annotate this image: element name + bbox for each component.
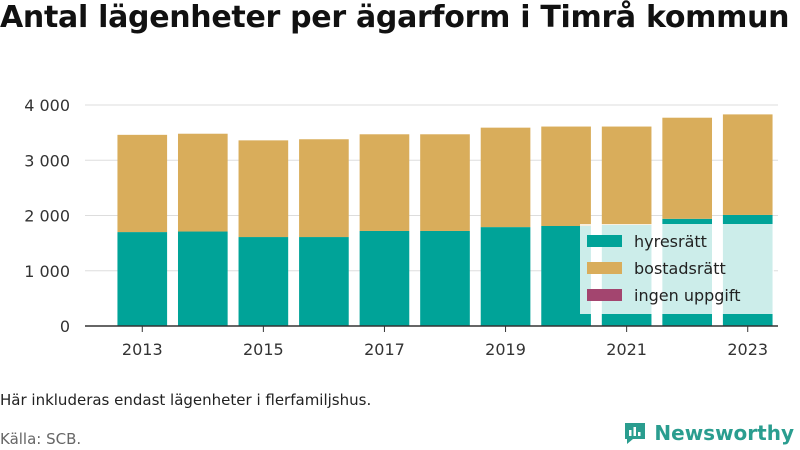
x-tick-label: 2021 [606, 340, 647, 359]
y-tick-label: 3 000 [24, 151, 70, 170]
bar-segment [662, 117, 713, 219]
bar-segment [420, 230, 470, 326]
x-tick-label: 2013 [122, 340, 163, 359]
chart-note: Här inkluderas endast lägenheter i flerf… [0, 391, 372, 409]
chart-title: Antal lägenheter per ägarform i Timrå ko… [0, 0, 790, 35]
bar-segment [177, 133, 228, 232]
y-tick-label: 2 000 [24, 207, 70, 226]
x-tick-label: 2017 [364, 340, 405, 359]
legend: hyresrätt bostadsrätt ingen uppgift [580, 224, 774, 314]
x-axis-labels: 2013 2015 2017 2019 2021 2023 [122, 326, 768, 359]
bar-segment [541, 126, 591, 226]
bar-segment [359, 134, 410, 231]
bar-segment [299, 139, 349, 238]
bar-segment [117, 232, 168, 326]
y-tick-label: 1 000 [24, 262, 70, 281]
x-tick-label: 2015 [243, 340, 284, 359]
chart-source: Källa: SCB. [0, 430, 82, 448]
brand-logo: Newsworthy [622, 420, 794, 446]
legend-swatch [587, 235, 622, 247]
bar-segment [177, 231, 228, 326]
y-tick-label: 4 000 [24, 96, 70, 115]
x-tick-label: 2023 [727, 340, 768, 359]
bar-segment [238, 237, 289, 326]
y-axis-labels: 0 1 000 2 000 3 000 4 000 [24, 96, 70, 336]
legend-label: ingen uppgift [634, 286, 741, 305]
bars [117, 114, 773, 326]
bar-segment [359, 230, 410, 326]
x-tick-label: 2019 [485, 340, 526, 359]
bar-segment [601, 126, 652, 225]
legend-swatch [587, 289, 622, 301]
legend-swatch [587, 262, 622, 274]
brand-name: Newsworthy [654, 421, 794, 445]
y-tick-label: 0 [60, 317, 70, 336]
bar-segment [722, 114, 773, 215]
legend-label: hyresrätt [634, 232, 707, 251]
bar-segment [480, 127, 531, 228]
bar-segment [420, 134, 470, 231]
legend-label: bostadsrätt [634, 259, 726, 278]
bar-segment [299, 237, 349, 326]
bar-segment [480, 227, 531, 326]
bar-segment [117, 134, 168, 233]
bar-segment [238, 140, 289, 238]
newsworthy-logo-icon [625, 423, 646, 444]
